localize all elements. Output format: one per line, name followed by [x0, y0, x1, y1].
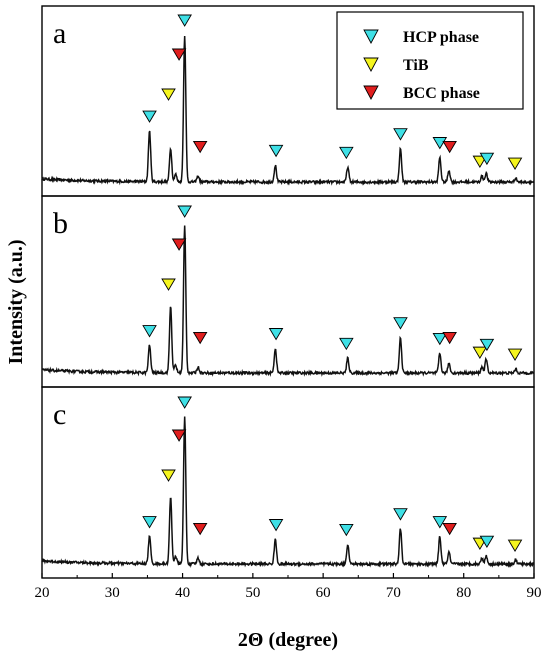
- marker-bcc-phase: [171, 429, 187, 442]
- marker-bcc-phase: [442, 140, 457, 154]
- marker-hcp-phase: [339, 146, 354, 160]
- legend-label: HCP phase: [403, 29, 479, 46]
- marker-tib: [507, 157, 523, 170]
- y-axis-title: Intensity (a.u.): [5, 239, 27, 364]
- marker-hcp-phase: [268, 144, 284, 158]
- marker-tib: [472, 346, 488, 360]
- x-tick-label: 80: [456, 585, 471, 601]
- marker-hcp-phase: [177, 396, 192, 409]
- marker-hcp-phase: [432, 516, 448, 529]
- marker-bcc-phase: [192, 522, 208, 536]
- marker-hcp-phase: [432, 332, 448, 346]
- xrd-pattern-a: [41, 35, 535, 186]
- panel-label: c: [53, 398, 66, 431]
- marker-hcp-phase: [339, 523, 354, 537]
- marker-hcp-phase: [479, 338, 495, 352]
- marker-hcp-phase: [268, 328, 284, 341]
- marker-hcp-phase: [393, 317, 408, 330]
- xrd-pattern-b: [41, 225, 535, 377]
- marker-hcp-phase: [393, 128, 408, 141]
- panel-b: b: [41, 195, 535, 388]
- marker-tib: [161, 278, 176, 291]
- marker-tib: [472, 155, 488, 169]
- legend-marker: [363, 85, 379, 100]
- marker-bcc-phase: [442, 522, 457, 536]
- marker-hcp-phase: [393, 508, 408, 521]
- marker-bcc-phase: [192, 331, 208, 345]
- marker-hcp-phase: [177, 205, 192, 218]
- marker-bcc-phase: [171, 238, 187, 251]
- marker-hcp-phase: [479, 152, 495, 166]
- marker-hcp-phase: [479, 535, 495, 549]
- x-tick-label: 90: [527, 585, 542, 601]
- panel-label: a: [53, 17, 66, 50]
- x-axis-title: 2Θ (degree): [238, 629, 338, 651]
- legend: HCP phase TiB BCC phase: [336, 11, 524, 110]
- x-tick-label: 70: [386, 585, 401, 601]
- marker-bcc-phase: [442, 331, 457, 345]
- marker-hcp-phase: [268, 519, 284, 532]
- legend-label: TiB: [403, 57, 429, 74]
- x-tick-label: 40: [175, 585, 190, 601]
- x-axis: 20 30 40 50 60 70 80 90: [35, 573, 542, 601]
- panel-frame: [41, 386, 535, 579]
- x-tick-label: 20: [35, 585, 50, 601]
- x-tick-label: 50: [245, 585, 260, 601]
- legend-label: BCC phase: [403, 85, 480, 102]
- marker-hcp-phase: [142, 110, 157, 123]
- marker-tib: [161, 469, 176, 482]
- marker-hcp-phase: [142, 325, 157, 338]
- x-tick-label: 30: [105, 585, 120, 601]
- marker-tib: [507, 348, 523, 361]
- marker-hcp-phase: [142, 516, 157, 529]
- marker-tib: [507, 539, 523, 552]
- xrd-pattern-c: [41, 416, 535, 569]
- marker-hcp-phase: [177, 14, 192, 27]
- x-tick-label: 60: [316, 585, 331, 601]
- panel-label: b: [53, 207, 68, 240]
- panel-c: c: [41, 386, 535, 579]
- legend-marker: [363, 29, 379, 44]
- marker-hcp-phase: [339, 337, 354, 351]
- legend-marker: [363, 57, 379, 72]
- marker-bcc-phase: [171, 48, 187, 61]
- marker-hcp-phase: [432, 137, 448, 150]
- marker-tib: [161, 88, 176, 101]
- panel-frame: [41, 195, 535, 388]
- marker-bcc-phase: [192, 140, 208, 154]
